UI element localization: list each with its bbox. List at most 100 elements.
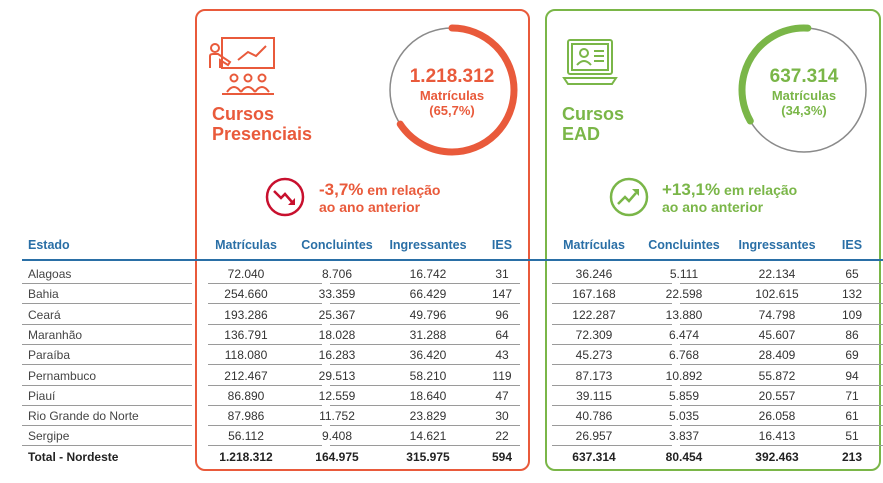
ead-cell: 167.168: [572, 287, 616, 302]
ead-cell: 132: [841, 287, 863, 302]
ead-cell: 3.837: [668, 429, 700, 444]
pres-cell: 11.752: [319, 409, 355, 424]
presencial-label: Matrículas: [419, 88, 485, 103]
state-name: Sergipe: [28, 429, 70, 444]
pres-cell: 29.513: [318, 368, 356, 383]
presencial-title: Cursos Presenciais: [212, 104, 312, 144]
pres-cell: 87.986: [227, 409, 265, 424]
row-divider: [552, 384, 672, 386]
ead-change: +13,1% em relação ao ano anterior: [662, 181, 797, 216]
ead-cell: 65: [845, 267, 859, 281]
row-divider: [22, 384, 192, 386]
pres-cell: 16.283: [318, 348, 356, 363]
row-divider: [552, 364, 672, 366]
row-divider: [330, 384, 520, 386]
pres-cell: 43: [495, 348, 509, 363]
ead-cell: 45.273: [575, 348, 613, 363]
pres-cell: 1.218.312: [219, 449, 273, 464]
row-divider: [330, 283, 520, 284]
ead-cell: 10.892: [665, 368, 703, 383]
ead-cell: 45.607: [758, 327, 796, 342]
presencial-title-line1: Cursos: [212, 104, 275, 124]
row-divider: [680, 364, 883, 366]
presencial-change-text1: em relação: [363, 182, 441, 198]
ead-cell: 392.463: [755, 449, 799, 464]
row-divider: [552, 343, 672, 345]
ead-cell: 122.287: [572, 307, 616, 322]
ead-ring-text: 637.314 Matrículas (34,3%): [744, 66, 864, 118]
pres-cell: 33.359: [318, 287, 356, 302]
header-pres-matriculas: Matrículas: [215, 238, 277, 252]
pres-cell: 14.621: [409, 429, 447, 444]
row-divider: [680, 303, 883, 305]
row-divider: [330, 323, 520, 325]
ead-cell: 72.309: [575, 327, 613, 342]
pres-cell: 66.429: [409, 287, 447, 302]
table-row: Maranhão 136.791 18.028 31.288 64 72.309 6.474…: [22, 325, 883, 345]
row-divider: [680, 343, 883, 345]
row-divider: [330, 425, 520, 427]
ead-title-line1: Cursos: [562, 104, 625, 124]
state-name: Ceará: [28, 307, 61, 322]
state-name: Total - Nordeste: [28, 449, 119, 464]
pres-cell: 96: [495, 307, 509, 322]
table-row: Ceará 193.286 25.367 49.796 96 122.287 13.880 7…: [22, 305, 883, 325]
presencial-share-arc: [386, 24, 518, 156]
ead-cell: 13.880: [665, 307, 703, 322]
pres-cell: 118.080: [224, 348, 268, 363]
row-divider: [208, 283, 322, 284]
row-divider: [22, 364, 192, 366]
pres-cell: 212.467: [224, 368, 268, 383]
pres-cell: 22: [495, 429, 509, 444]
ead-share-arc: [738, 24, 870, 156]
ead-title: Cursos EAD: [562, 104, 624, 144]
row-divider: [22, 343, 192, 345]
table-row: Bahia 254.660 33.359 66.429 147 167.168 22.598…: [22, 284, 883, 305]
presencial-total: 1.218.312: [409, 66, 495, 87]
row-divider: [208, 303, 322, 305]
ead-cell: 5.111: [669, 267, 699, 281]
ead-cell: 22.134: [758, 267, 796, 281]
pres-cell: 254.660: [224, 287, 268, 302]
ead-cell: 102.615: [755, 287, 799, 302]
state-name: Rio Grande do Norte: [28, 409, 139, 424]
ead-cell: 40.786: [575, 409, 613, 424]
pres-cell: 23.829: [409, 409, 447, 424]
pres-cell: 25.367: [318, 307, 356, 322]
pres-cell: 16.742: [409, 267, 447, 281]
row-divider: [552, 283, 672, 284]
pres-cell: 72.040: [227, 267, 265, 281]
header-pres-ies: IES: [491, 238, 513, 252]
ead-cell: 213: [841, 449, 863, 464]
ead-share-ring: [738, 24, 870, 156]
table-row: Alagoas 72.040 8.706 16.742 31 36.246 5.111 22.…: [22, 264, 883, 284]
table-row: Rio Grande do Norte 87.986 11.752 23.829 30 4…: [22, 406, 883, 427]
row-divider: [680, 425, 883, 427]
pres-cell: 31.288: [409, 327, 447, 342]
state-name: Pernambuco: [28, 368, 97, 383]
ead-cell: 87.173: [575, 368, 613, 383]
ead-cell: 61: [845, 409, 859, 424]
ead-cell: 51: [845, 429, 859, 444]
row-divider: [208, 445, 322, 447]
row-divider: [680, 384, 883, 386]
ead-cell: 109: [841, 307, 863, 322]
presencial-title-line2: Presenciais: [212, 124, 313, 144]
classroom-icon: [209, 37, 275, 95]
pres-cell: 18.028: [318, 327, 356, 342]
ead-cell: 36.246: [575, 267, 613, 281]
ead-cell: 20.557: [758, 388, 796, 403]
row-divider: [208, 404, 322, 406]
state-name: Bahia: [28, 287, 59, 302]
header-pres-ingressantes: Ingressantes: [389, 238, 467, 252]
table-row: Paraíba 118.080 16.283 36.420 43 45.273 6.768 2…: [22, 345, 883, 366]
row-divider: [22, 323, 192, 325]
row-divider: [680, 323, 883, 325]
pres-cell: 30: [495, 409, 509, 424]
pres-cell: 136.791: [224, 327, 268, 342]
row-divider: [22, 445, 192, 447]
ead-share: (34,3%): [781, 103, 827, 118]
ead-total: 637.314: [769, 66, 839, 87]
ead-cell: 39.115: [576, 388, 612, 403]
header-ead-ies: IES: [841, 238, 863, 252]
